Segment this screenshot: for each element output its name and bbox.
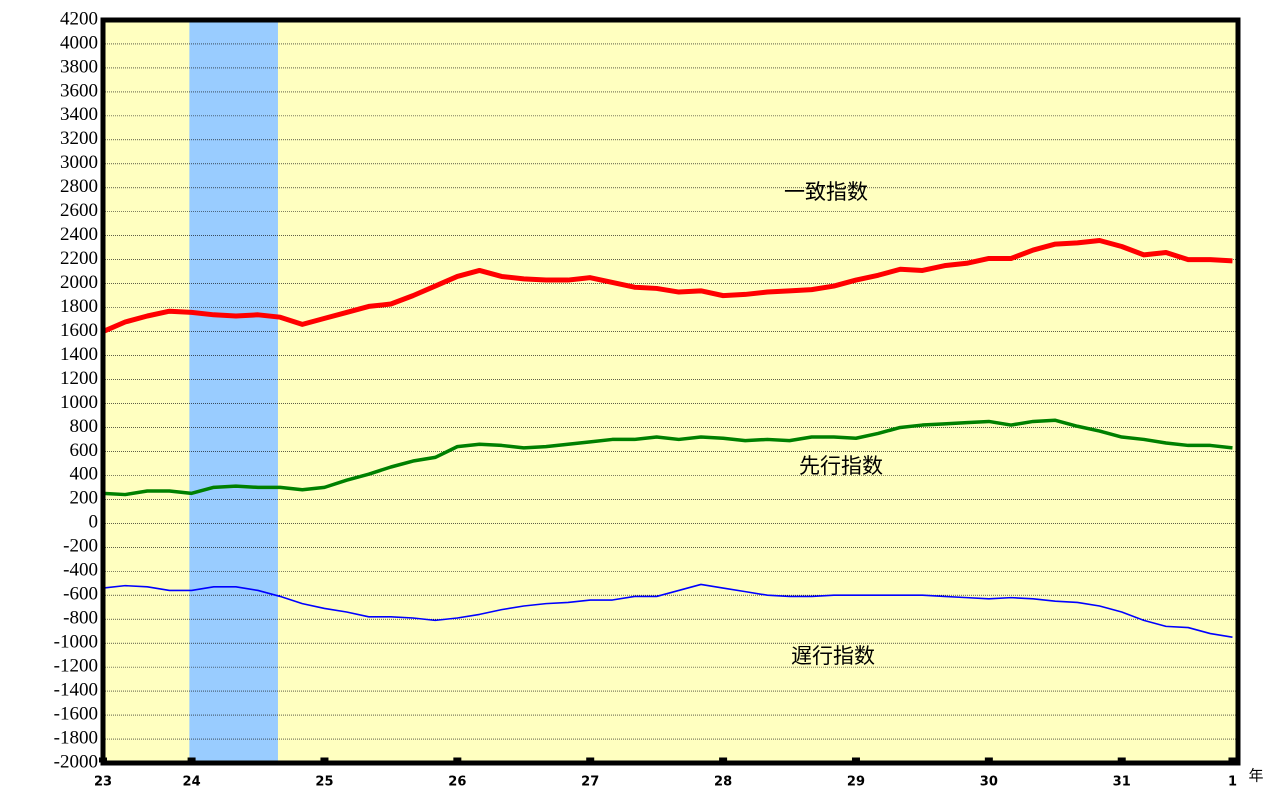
y-tick-label: -2000 <box>54 751 98 772</box>
y-tick-label: 600 <box>70 440 99 461</box>
plot-frame <box>100 17 1241 766</box>
y-tick-label: 3400 <box>60 104 98 125</box>
x-tick-label: 1 <box>1228 775 1237 790</box>
y-tick-label: -1800 <box>54 727 98 748</box>
y-tick-label: 1400 <box>60 344 98 365</box>
y-tick-label: 1000 <box>60 392 98 413</box>
y-tick-label: -1600 <box>54 703 98 724</box>
x-tick-label: 30 <box>980 775 998 790</box>
series-line <box>102 418 1233 497</box>
y-tick-label: 1200 <box>60 368 98 389</box>
y-tick-label: 1800 <box>60 296 98 317</box>
y-tick-label: 3600 <box>60 80 98 101</box>
y-tick-label: 3000 <box>60 152 98 173</box>
y-tick-label: 4000 <box>60 32 98 53</box>
y-tick-label: 3800 <box>60 56 98 77</box>
x-tick-label: 28 <box>714 775 732 790</box>
x-tick-label: 23 <box>94 775 112 790</box>
shaded-period <box>189 20 278 763</box>
y-tick-label: 400 <box>70 464 99 485</box>
y-tick-label: -200 <box>63 536 98 557</box>
y-tick-label: -800 <box>63 608 98 629</box>
y-tick-label: 200 <box>70 488 99 509</box>
x-axis-label: 年 <box>1248 767 1263 785</box>
series-label: 一致指数 <box>784 180 868 204</box>
x-tick-label: 25 <box>315 775 333 790</box>
y-tick-label: 3200 <box>60 128 98 149</box>
series-line <box>102 583 1233 638</box>
y-tick-label: 2400 <box>60 224 98 245</box>
series-line <box>102 238 1233 334</box>
y-tick-label: 2600 <box>60 200 98 221</box>
plot-background <box>103 20 1238 763</box>
y-tick-label: -1200 <box>54 655 98 676</box>
y-tick-label: 1600 <box>60 320 98 341</box>
y-tick-label: 4200 <box>60 8 98 29</box>
y-tick-label: 2000 <box>60 272 98 293</box>
x-tick-label: 31 <box>1113 775 1131 790</box>
x-tick-label: 27 <box>581 775 599 790</box>
y-tick-label: -1000 <box>54 632 98 653</box>
y-tick-label: 800 <box>70 416 99 437</box>
y-tick-label: 0 <box>89 512 99 533</box>
y-tick-label: 2800 <box>60 176 98 197</box>
x-tick-label: 24 <box>183 775 201 790</box>
series-label: 遅行指数 <box>791 644 875 668</box>
series-label: 先行指数 <box>799 454 883 478</box>
x-tick-label: 29 <box>847 775 865 790</box>
y-tick-label: 2200 <box>60 248 98 269</box>
y-tick-label: -1400 <box>54 679 98 700</box>
y-tick-label: -600 <box>63 584 98 605</box>
x-tick-label: 26 <box>448 775 466 790</box>
y-tick-label: -400 <box>63 560 98 581</box>
